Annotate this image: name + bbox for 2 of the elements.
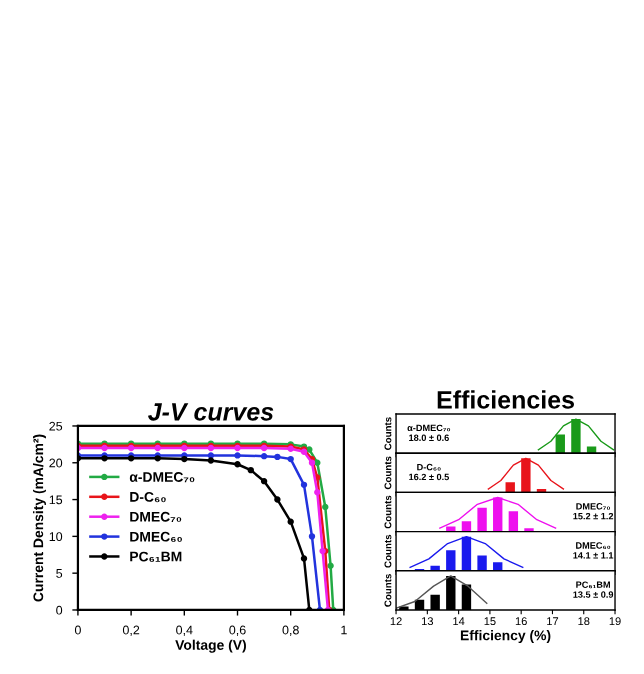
chart-title: J-V curves: [147, 403, 274, 421]
chart-title: Efficiencies: [437, 390, 574, 409]
